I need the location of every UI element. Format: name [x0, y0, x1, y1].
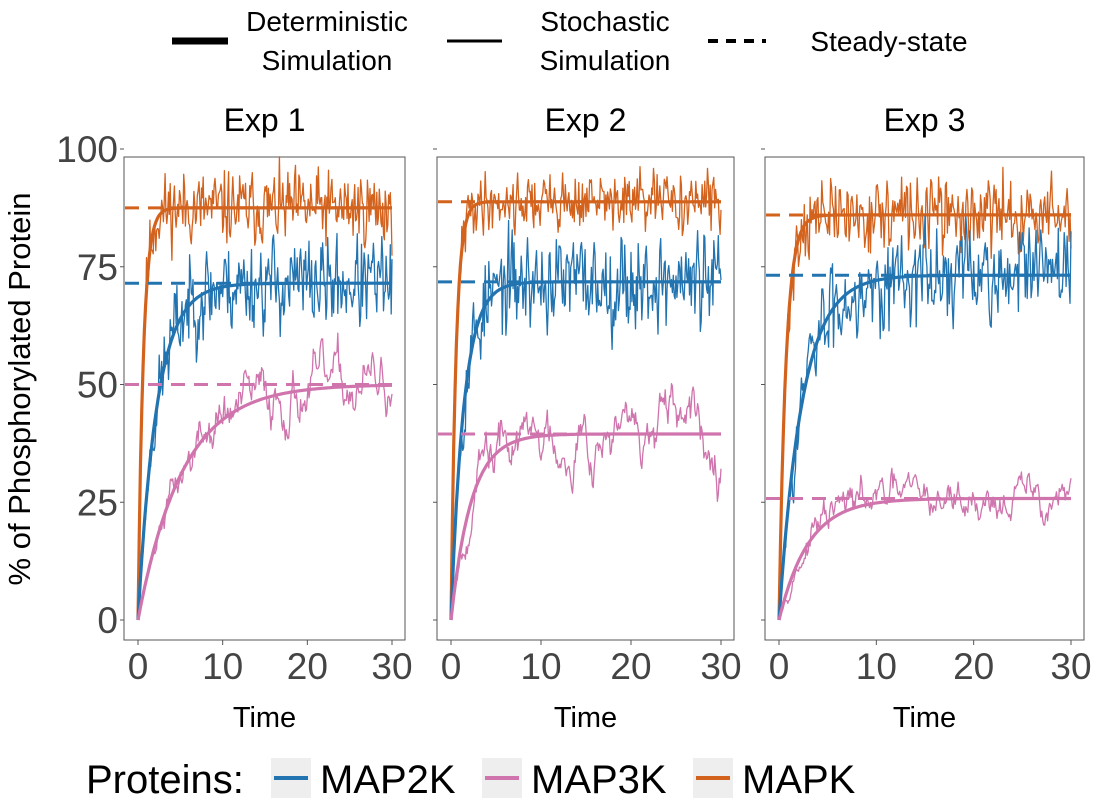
- x-tick-label: 10: [520, 646, 561, 687]
- protein-legend: Proteins: MAP2K MAP3K MAPK: [86, 758, 856, 802]
- deterministic-line-map2k: [136, 281, 393, 621]
- deterministic-line-map3k: [777, 496, 1072, 621]
- x-axis-title: Time: [893, 702, 956, 734]
- legend-label-stochastic-1: Stochastic: [540, 6, 669, 37]
- x-tick-label: 10: [202, 646, 243, 687]
- x-tick-label: 0: [128, 646, 149, 687]
- deterministic-line-map3k: [449, 432, 722, 621]
- deterministic-line-map2k: [777, 273, 1072, 621]
- legend-label-stochastic-2: Simulation: [540, 45, 671, 76]
- panel-exp3: Exp 3 0 10 20 30 Time: [761, 102, 1092, 734]
- protein-legend-label-map2k: MAP2K: [320, 758, 456, 802]
- x-tick-label: 30: [371, 646, 412, 687]
- panel-title: Exp 1: [224, 102, 306, 138]
- x-tick-label: 10: [856, 646, 897, 687]
- stochastic-line-mapk: [450, 165, 722, 621]
- stochastic-line-map2k: [450, 219, 722, 621]
- y-tick-label: 0: [97, 600, 118, 641]
- legend-label-deterministic-1: Deterministic: [246, 6, 408, 37]
- protein-legend-label-map3k: MAP3K: [531, 758, 667, 802]
- line-type-legend: Deterministic Simulation Stochastic Simu…: [172, 6, 968, 76]
- x-tick-label: 0: [769, 646, 790, 687]
- deterministic-line-mapk: [449, 200, 722, 621]
- y-tick-label: 100: [56, 129, 118, 170]
- stochastic-line-map2k: [778, 215, 1072, 621]
- panel-exp1: Exp 1 0 25 50 75 100 0 10 20 30 Time: [56, 102, 412, 734]
- legend-label-steady-state: Steady-state: [810, 26, 967, 57]
- deterministic-line-mapk: [777, 213, 1072, 621]
- x-tick-label: 20: [287, 646, 328, 687]
- y-tick-label: 75: [77, 247, 118, 288]
- panel-title: Exp 2: [545, 102, 627, 138]
- x-tick-label: 0: [441, 646, 462, 687]
- y-tick-label: 25: [77, 482, 118, 523]
- stochastic-line-mapk: [137, 156, 393, 621]
- deterministic-line-mapk: [136, 206, 393, 621]
- x-axis-title: Time: [233, 702, 296, 734]
- protein-legend-title: Proteins:: [86, 758, 244, 802]
- protein-legend-label-mapk: MAPK: [742, 758, 856, 802]
- y-tick-label: 50: [77, 365, 118, 406]
- x-axis-title: Time: [554, 702, 617, 734]
- deterministic-line-map2k: [449, 280, 722, 621]
- x-tick-label: 20: [610, 646, 651, 687]
- x-tick-label: 30: [1050, 646, 1091, 687]
- stochastic-line-map2k: [137, 232, 393, 621]
- panel-title: Exp 3: [884, 102, 966, 138]
- legend-label-deterministic-2: Simulation: [262, 45, 393, 76]
- y-axis-title: % of Phosphorylated Protein: [2, 193, 37, 586]
- x-tick-label: 30: [700, 646, 741, 687]
- deterministic-line-map3k: [136, 383, 393, 621]
- panel-frame: [436, 156, 735, 641]
- x-tick-label: 20: [953, 646, 994, 687]
- panel-exp2: Exp 2 0 10 20 30 Time: [433, 102, 742, 734]
